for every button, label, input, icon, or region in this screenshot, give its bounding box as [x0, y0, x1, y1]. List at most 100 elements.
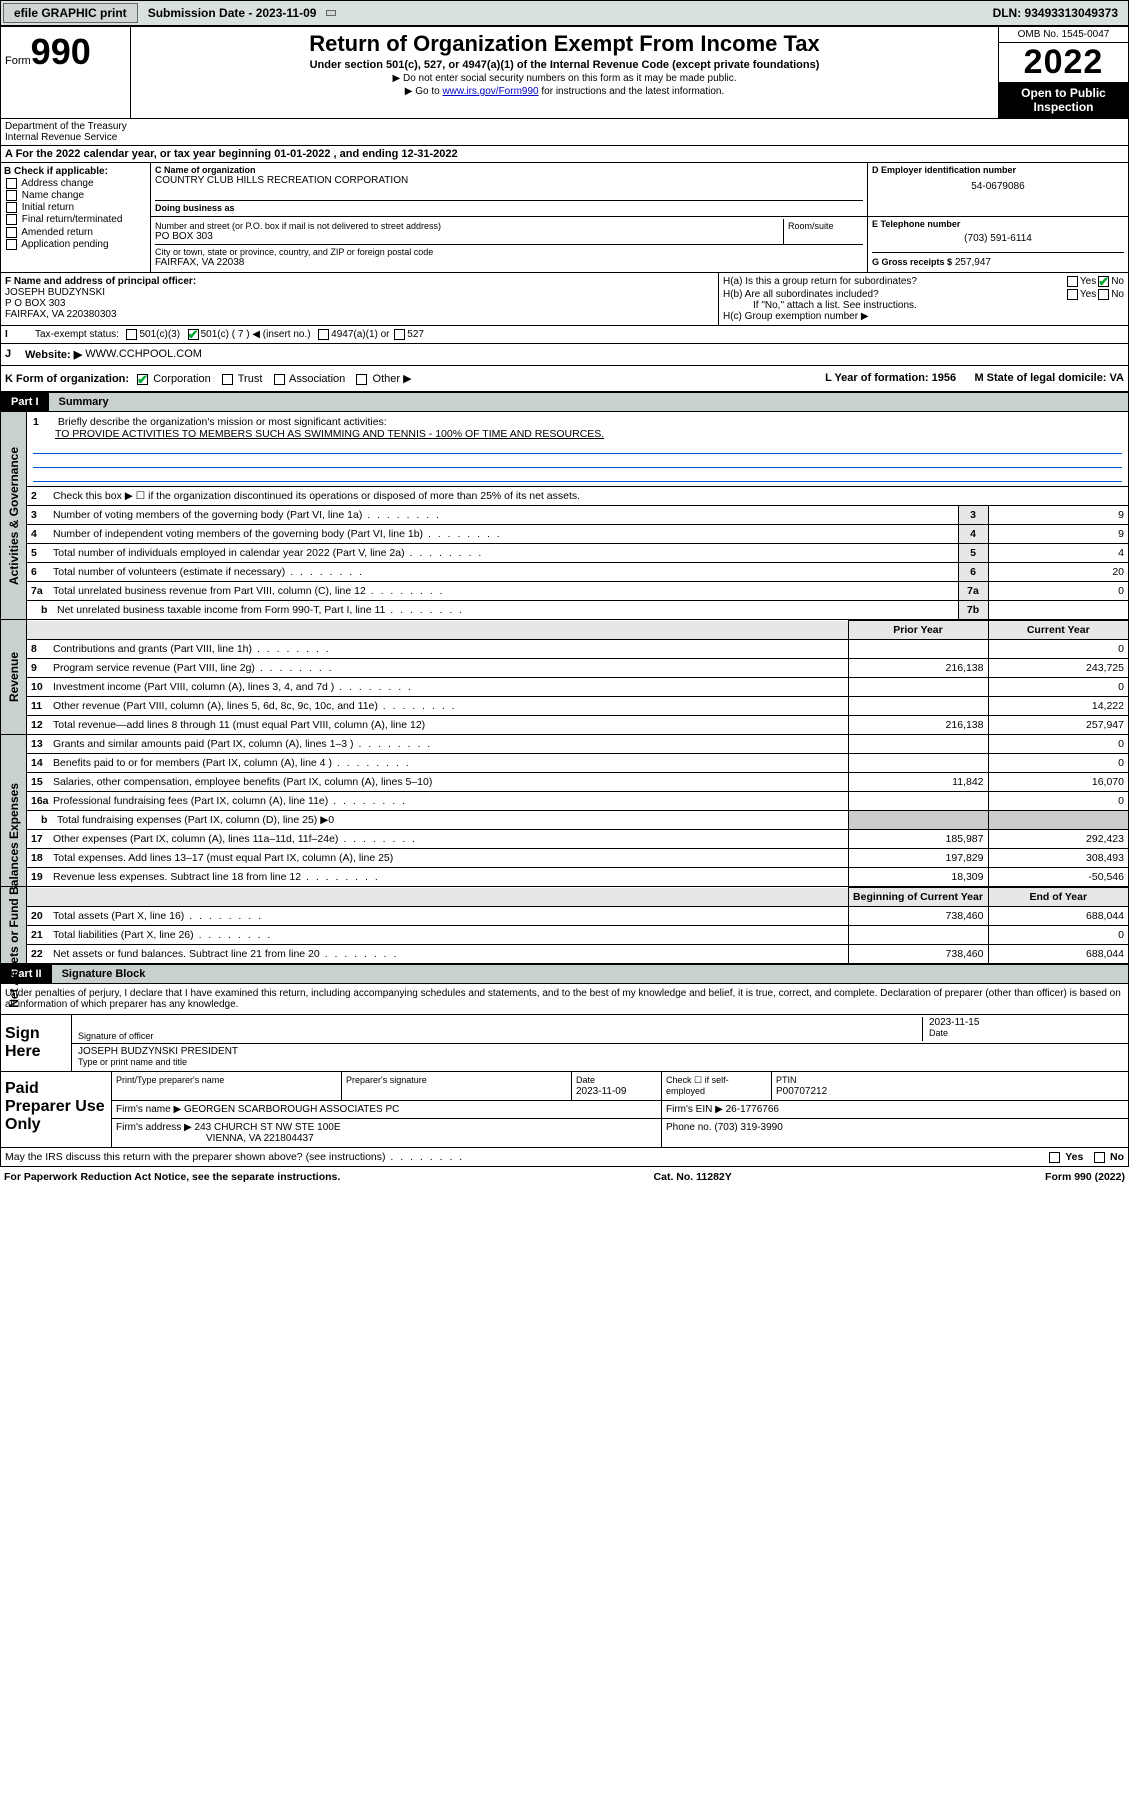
py-val: 18,309: [848, 868, 988, 887]
website-label: Website: ▶: [25, 348, 82, 361]
dln-label: DLN: 93493313049373: [983, 4, 1128, 22]
ein-label: D Employer identification number: [872, 165, 1124, 175]
cb-name-change[interactable]: Name change: [4, 190, 147, 201]
part-1-name: Summary: [49, 393, 1128, 411]
spacer-button: [326, 10, 336, 16]
cb-trust[interactable]: [222, 374, 233, 385]
q-text: Other expenses (Part IX, column (A), lin…: [53, 833, 417, 845]
gross-value: 257,947: [955, 257, 991, 268]
cb-4947[interactable]: [318, 329, 329, 340]
row-17: 17Other expenses (Part IX, column (A), l…: [27, 830, 1128, 849]
py-val: 11,842: [848, 773, 988, 792]
may-no-cb[interactable]: [1094, 1152, 1105, 1163]
prep-date-value: 2023-11-09: [576, 1086, 626, 1097]
cb-amended-return[interactable]: Amended return: [4, 227, 147, 238]
q-text: Total expenses. Add lines 13–17 (must eq…: [53, 852, 393, 864]
row-16b: bTotal fundraising expenses (Part IX, co…: [27, 811, 1128, 830]
py-val: [848, 811, 988, 830]
dept-row: Department of the Treasury Internal Reve…: [0, 119, 1129, 146]
submission-date: Submission Date - 2023-11-09: [140, 4, 325, 22]
part-2-header: Part II Signature Block: [0, 964, 1129, 984]
self-emp-label: Check ☐ if self-employed: [666, 1075, 729, 1096]
row-2: 2Check this box ▶ ☐ if the organization …: [27, 487, 1128, 506]
name-box: C Name of organization COUNTRY CLUB HILL…: [151, 163, 1128, 217]
col-b-checkboxes: B Check if applicable: Address change Na…: [1, 163, 151, 272]
opt-501c: 501(c) ( 7 ) ◀ (insert no.): [201, 329, 311, 340]
cb-501c[interactable]: [188, 329, 199, 340]
m-state-domicile: M State of legal domicile: VA: [974, 372, 1124, 384]
hb-label: H(b) Are all subordinates included?: [723, 289, 1065, 300]
q-text: Total assets (Part X, line 16): [53, 910, 263, 922]
officer-name: JOSEPH BUDZYNSKI: [5, 287, 714, 298]
cb-other[interactable]: [356, 374, 367, 385]
firm-ein-value: 26-1776766: [726, 1104, 779, 1115]
ha-yes-cb[interactable]: [1067, 276, 1078, 287]
tax-year: 2022: [999, 43, 1128, 82]
cat-no: Cat. No. 11282Y: [654, 1171, 732, 1183]
h-cell: H(a) Is this a group return for subordin…: [718, 273, 1128, 325]
officer-name-label: Type or print name and title: [78, 1057, 1122, 1067]
hb-no-cb[interactable]: [1098, 289, 1109, 300]
ptin-value: P00707212: [776, 1086, 827, 1097]
cb-corp[interactable]: [137, 374, 148, 385]
efile-print-button[interactable]: efile GRAPHIC print: [3, 3, 138, 23]
cy-val: 0: [988, 754, 1128, 773]
q-text: Number of voting members of the governin…: [53, 509, 441, 521]
firm-ein-label: Firm's EIN ▶: [666, 1104, 723, 1115]
prep-sig-label: Preparer's signature: [346, 1075, 427, 1085]
row-22: 22Net assets or fund balances. Subtract …: [27, 945, 1128, 964]
net-assets-section: Net Assets or Fund Balances Beginning of…: [0, 887, 1129, 964]
ha-no-cb[interactable]: [1098, 276, 1109, 287]
py-val: [848, 754, 988, 773]
hb-no: No: [1111, 289, 1124, 300]
q-text: Total number of volunteers (estimate if …: [53, 566, 364, 578]
ein-value: 54-0679086: [872, 181, 1124, 192]
hb-yes-cb[interactable]: [1067, 289, 1078, 300]
tax-status-label: Tax-exempt status:: [35, 329, 119, 340]
cb-address-change[interactable]: Address change: [4, 178, 147, 189]
row-a-tax-year: A For the 2022 calendar year, or tax yea…: [0, 146, 1129, 163]
goto-suffix: for instructions and the latest informat…: [539, 86, 725, 97]
hc-label: H(c) Group exemption number ▶: [723, 311, 1124, 322]
officer-addr2: FAIRFAX, VA 220380303: [5, 309, 714, 320]
firm-name-value: GEORGEN SCARBOROUGH ASSOCIATES PC: [184, 1104, 399, 1115]
py-val: [848, 926, 988, 945]
governance-section: Activities & Governance 1 Briefly descri…: [0, 412, 1129, 620]
begin-year-hdr: Beginning of Current Year: [848, 888, 988, 907]
cy-val: [988, 811, 1128, 830]
row-13: 13Grants and similar amounts paid (Part …: [27, 735, 1128, 754]
cb-501c3[interactable]: [126, 329, 137, 340]
py-val: 216,138: [848, 659, 988, 678]
q-text: Revenue less expenses. Subtract line 18 …: [53, 871, 380, 883]
opt-501c3: 501(c)(3): [139, 329, 180, 340]
cb-initial-return[interactable]: Initial return: [4, 202, 147, 213]
k-label: K Form of organization:: [5, 373, 129, 385]
firm-addr2: VIENNA, VA 221804437: [206, 1133, 314, 1144]
row-k-l-m: K Form of organization: Corporation Trus…: [0, 366, 1129, 392]
cy-val: 14,222: [988, 697, 1128, 716]
cy-val: 0: [988, 735, 1128, 754]
f-label: F Name and address of principal officer:: [5, 276, 196, 287]
cb-assoc[interactable]: [274, 374, 285, 385]
cy-val: 292,423: [988, 830, 1128, 849]
year-cell: OMB No. 1545-0047 2022 Open to Public In…: [998, 27, 1128, 118]
cb-app-pending[interactable]: Application pending: [4, 239, 147, 250]
cb-final-return[interactable]: Final return/terminated: [4, 214, 147, 225]
row-7b: bNet unrelated business taxable income f…: [27, 601, 1128, 620]
opt-trust: Trust: [238, 373, 263, 385]
street-label: Number and street (or P.O. box if mail i…: [155, 221, 783, 231]
mission-value: TO PROVIDE ACTIVITIES TO MEMBERS SUCH AS…: [55, 428, 604, 440]
row-f-h: F Name and address of principal officer:…: [0, 273, 1129, 326]
governance-table: 2Check this box ▶ ☐ if the organization …: [27, 486, 1128, 619]
cb-527[interactable]: [394, 329, 405, 340]
identification-grid: B Check if applicable: Address change Na…: [0, 163, 1129, 273]
irs-link[interactable]: www.irs.gov/Form990: [442, 86, 538, 97]
may-yes-cb[interactable]: [1049, 1152, 1060, 1163]
officer-cell: F Name and address of principal officer:…: [1, 273, 718, 325]
py-val: [848, 735, 988, 754]
opt-corp: Corporation: [153, 373, 210, 385]
py-val: 197,829: [848, 849, 988, 868]
row-8: 8Contributions and grants (Part VIII, li…: [27, 640, 1128, 659]
cy-val: 0: [988, 926, 1128, 945]
firm-addr1: 243 CHURCH ST NW STE 100E: [195, 1122, 341, 1133]
